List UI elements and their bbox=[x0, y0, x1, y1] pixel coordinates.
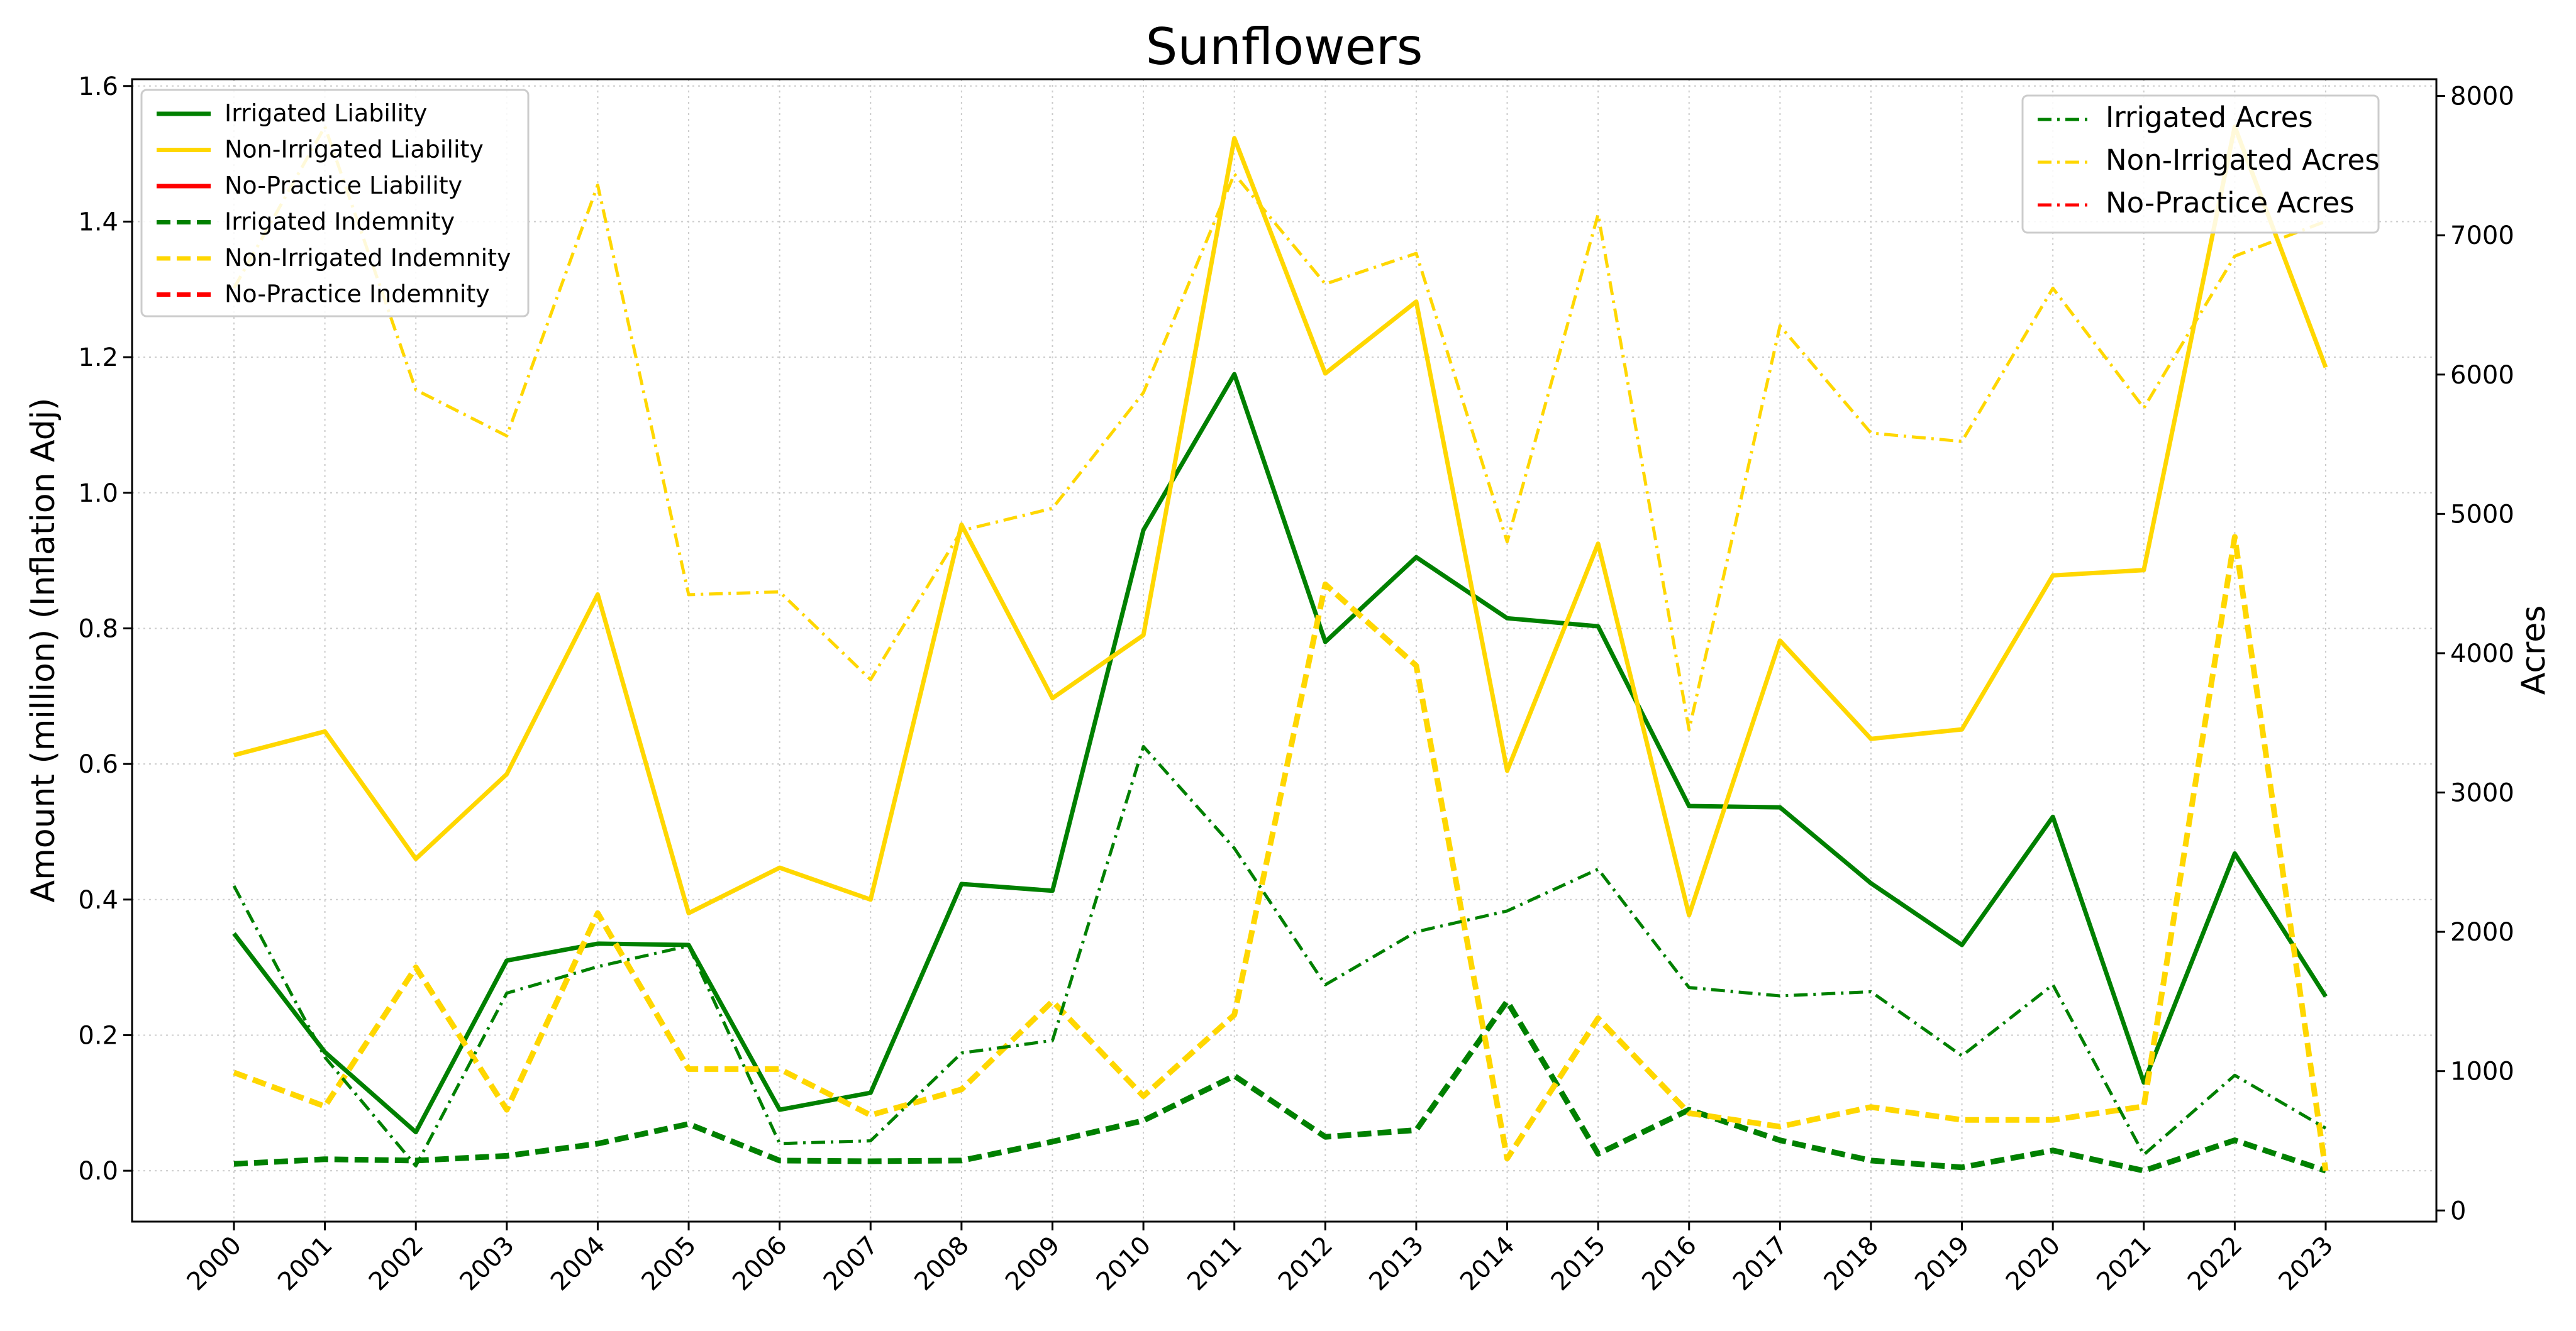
y-axis-right: 0 1000 2000 3000 4000 5000 6000 7000 8000 bbox=[2436, 82, 2514, 1225]
x-tick-label: 2008 bbox=[909, 1231, 975, 1297]
x-tick-label: 2019 bbox=[1909, 1231, 1975, 1297]
legend-entry-label: No-Practice Liability bbox=[225, 172, 462, 199]
y2-tick-label: 2000 bbox=[2450, 918, 2514, 947]
y-tick-label: 0.0 bbox=[78, 1157, 118, 1186]
x-tick-label: 2020 bbox=[2001, 1231, 2067, 1297]
x-tick-label: 2016 bbox=[1636, 1231, 1702, 1297]
x-tick-label: 2010 bbox=[1091, 1231, 1157, 1297]
series-line-irrigated-acres bbox=[232, 744, 2327, 1168]
x-tick-label: 2022 bbox=[2182, 1231, 2248, 1297]
y-tick-label: 0.2 bbox=[78, 1021, 118, 1050]
x-tick-label: 2006 bbox=[727, 1231, 793, 1297]
legend-right: Irrigated Acres Non-Irrigated Acres No-Pra… bbox=[2021, 94, 2380, 234]
y-tick-label: 0.6 bbox=[78, 750, 118, 779]
x-tick-label: 2021 bbox=[2091, 1231, 2157, 1297]
legend-left: Irrigated Liability Non-Irrigated Liabili… bbox=[140, 89, 530, 318]
x-tick-label: 2000 bbox=[182, 1231, 248, 1297]
legend-entry-label: Irrigated Acres bbox=[2106, 101, 2313, 134]
x-tick-label: 2017 bbox=[1728, 1231, 1794, 1297]
legend-box bbox=[140, 89, 530, 318]
x-axis: 2000 2001 2002 2003 2004 2005 2006 2007 2008 2009… bbox=[182, 1222, 2340, 1297]
series-line-non-irrigated-indemnity bbox=[233, 534, 2329, 1171]
y-tick-label: 0.4 bbox=[78, 886, 118, 915]
legend-entry-label: Non-Irrigated Indemnity bbox=[225, 244, 511, 272]
legend-entry-label: Irrigated Indemnity bbox=[225, 208, 455, 236]
x-tick-label: 2011 bbox=[1182, 1231, 1248, 1297]
x-tick-label: 2023 bbox=[2273, 1231, 2340, 1297]
y2-tick-label: 6000 bbox=[2450, 361, 2514, 390]
y2-tick-label: 7000 bbox=[2450, 221, 2514, 250]
legend-entry-label: No-Practice Acres bbox=[2106, 186, 2355, 219]
y-tick-label: 1.0 bbox=[78, 479, 118, 508]
x-tick-label: 2014 bbox=[1455, 1231, 1521, 1297]
y2-axis-title: Acres bbox=[2515, 605, 2553, 695]
x-tick-label: 2001 bbox=[272, 1231, 338, 1297]
y-axis-left: 0.0 0.2 0.4 0.6 0.8 1.0 1.2 1.4 1.6 bbox=[78, 72, 132, 1186]
x-tick-label: 2013 bbox=[1363, 1231, 1430, 1297]
x-tick-label: 2004 bbox=[545, 1231, 611, 1297]
plot-frame bbox=[131, 78, 2438, 1223]
y-tick-label: 0.8 bbox=[78, 614, 118, 643]
x-tick-label: 2003 bbox=[454, 1231, 520, 1297]
y2-tick-label: 0 bbox=[2450, 1196, 2466, 1225]
x-tick-label: 2009 bbox=[1000, 1231, 1066, 1297]
series-line-non-irrigated-acres bbox=[232, 124, 2326, 732]
x-tick-label: 2005 bbox=[636, 1231, 702, 1297]
series-line-irrigated-indemnity bbox=[233, 998, 2327, 1174]
y-tick-label: 1.6 bbox=[78, 72, 118, 101]
y2-tick-label: 4000 bbox=[2450, 639, 2514, 668]
legend-entry-label: Non-Irrigated Acres bbox=[2106, 143, 2380, 177]
y2-tick-label: 8000 bbox=[2450, 82, 2514, 111]
x-tick-label: 2012 bbox=[1273, 1231, 1339, 1297]
grid bbox=[132, 79, 2436, 1222]
legend-entry-label: No-Practice Indemnity bbox=[225, 280, 490, 308]
legend-entry-label: Irrigated Liability bbox=[225, 99, 427, 127]
y2-tick-label: 5000 bbox=[2450, 500, 2514, 529]
chart-title: Sunflowers bbox=[1146, 18, 1423, 76]
x-tick-label: 2007 bbox=[818, 1231, 884, 1297]
y-tick-label: 1.4 bbox=[78, 207, 118, 236]
y2-tick-label: 1000 bbox=[2450, 1058, 2514, 1086]
y-axis-title: Amount (million) (Inflation Adj) bbox=[25, 398, 62, 903]
series-layer bbox=[232, 124, 2329, 1174]
legend-box bbox=[2021, 94, 2380, 234]
legend-entry-label: Non-Irrigated Liability bbox=[225, 136, 484, 163]
series-line-non-irrigated-liability bbox=[233, 124, 2328, 918]
y-tick-label: 1.2 bbox=[78, 343, 118, 372]
x-tick-label: 2015 bbox=[1546, 1231, 1612, 1297]
x-tick-label: 2002 bbox=[364, 1231, 430, 1297]
x-tick-label: 2018 bbox=[1819, 1231, 1885, 1297]
y2-tick-label: 3000 bbox=[2450, 779, 2514, 808]
